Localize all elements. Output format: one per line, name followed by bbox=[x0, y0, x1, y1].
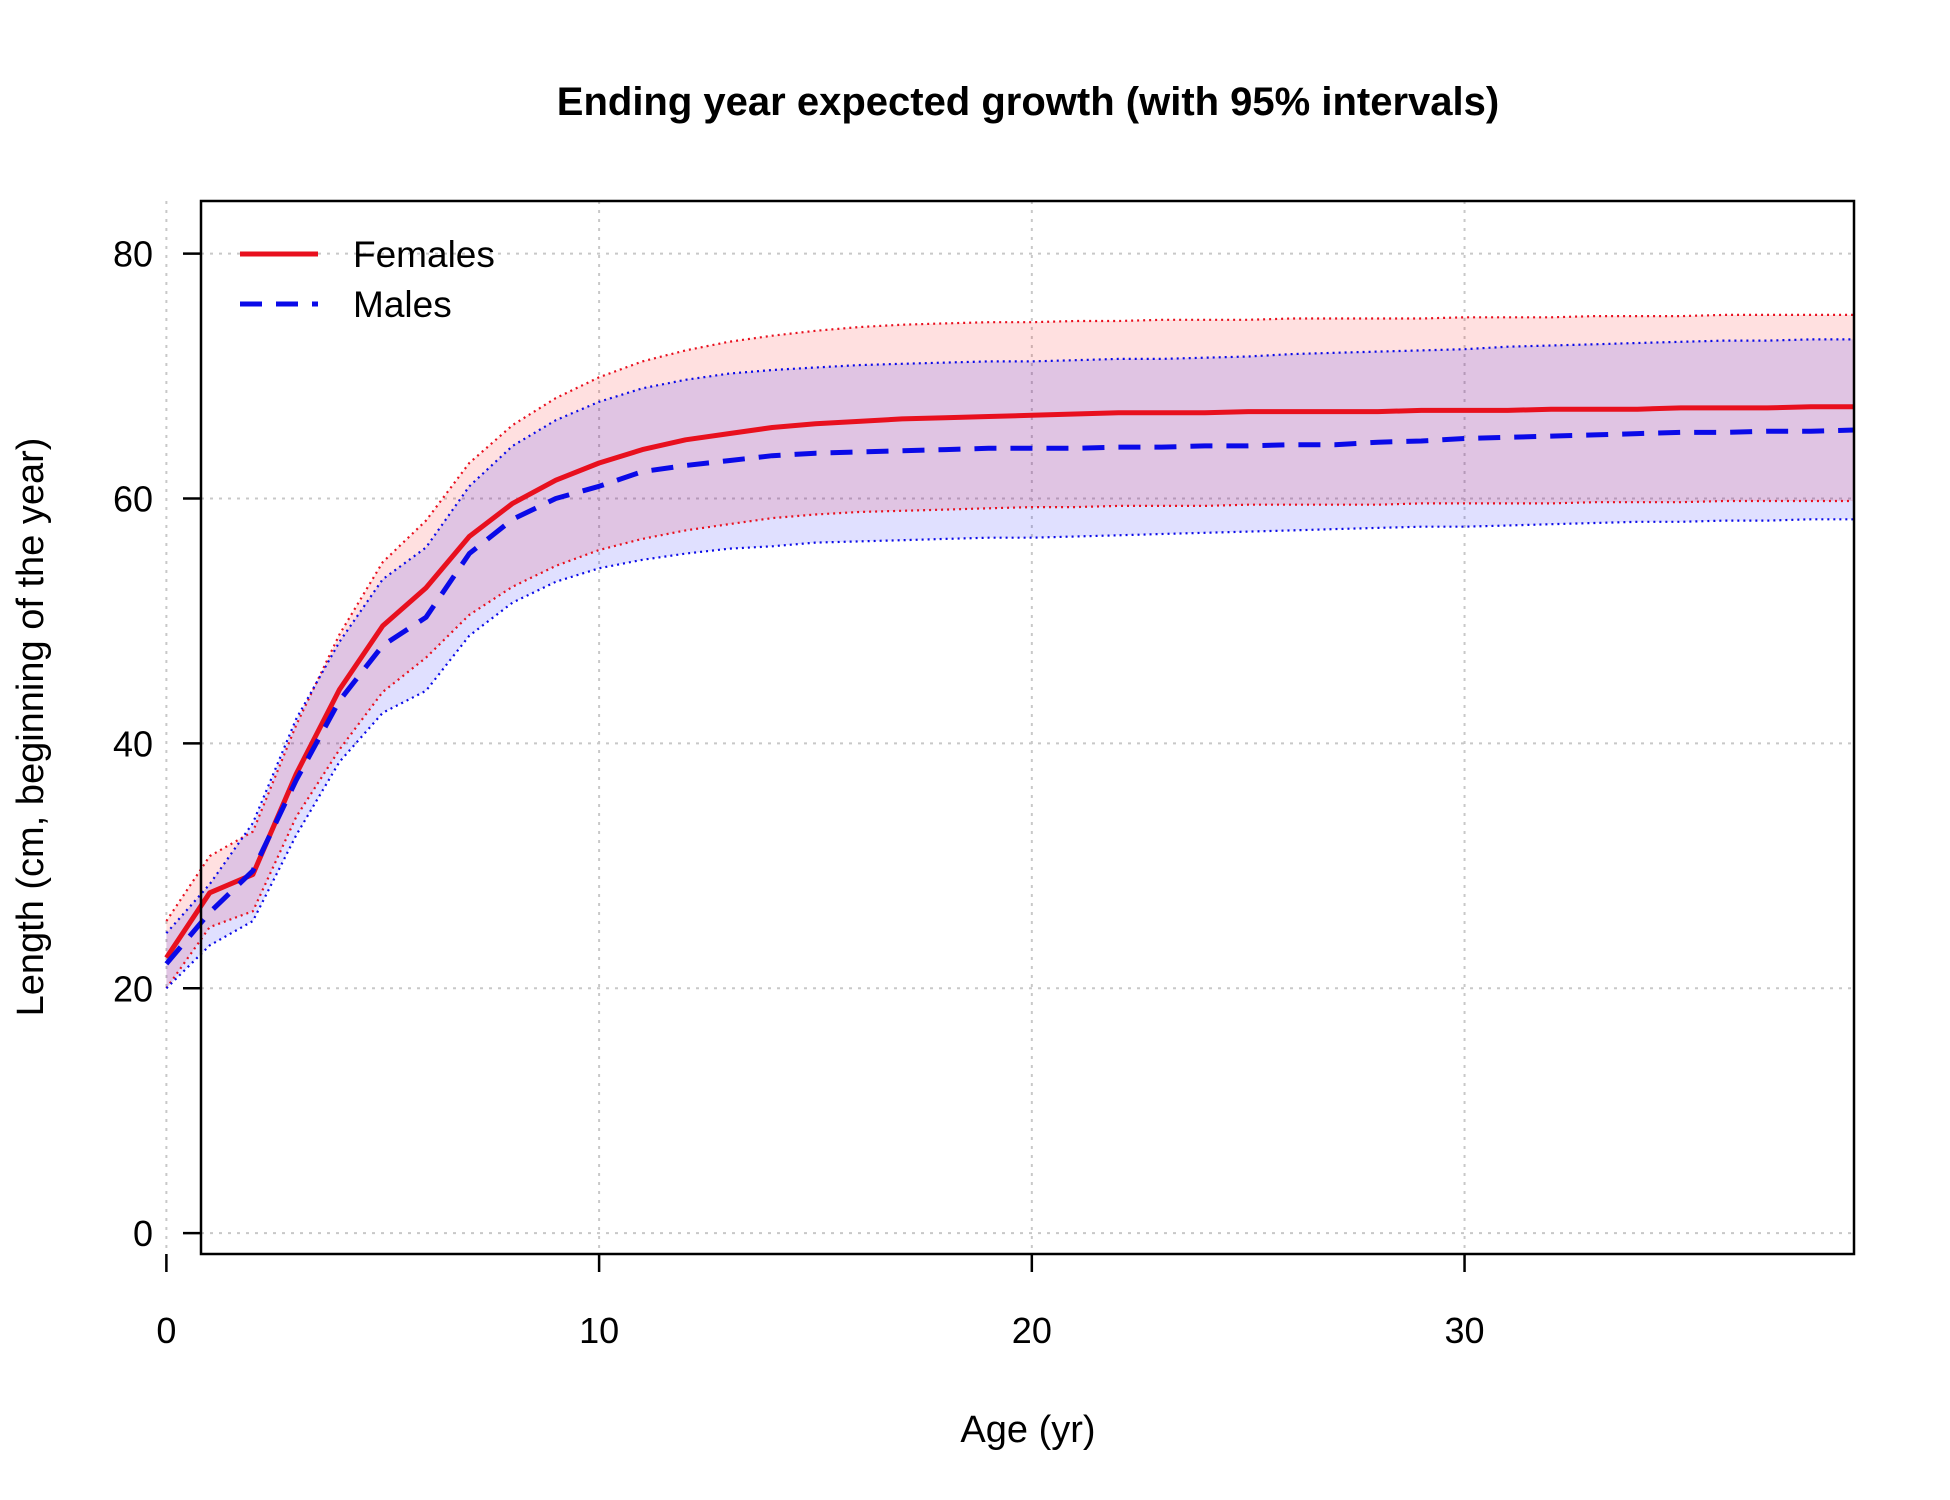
legend: Females Males bbox=[240, 234, 495, 325]
grid bbox=[165, 201, 1854, 1254]
band-males bbox=[166, 339, 1854, 989]
lower-bound-females bbox=[165, 499, 1854, 989]
legend-label-females: Females bbox=[353, 234, 495, 275]
y-tick-label: 20 bbox=[113, 968, 153, 1009]
y-tick-label: 40 bbox=[113, 723, 153, 764]
series-line-males bbox=[164, 427, 1855, 966]
y-tick-label: 60 bbox=[113, 479, 153, 520]
x-tick-label: 30 bbox=[1445, 1310, 1485, 1351]
legend-label-males: Males bbox=[353, 284, 452, 325]
x-tick-label: 20 bbox=[1012, 1310, 1052, 1351]
interval-bounds bbox=[165, 313, 1854, 990]
interval-bands bbox=[166, 314, 1854, 989]
plot-frame bbox=[199, 199, 1856, 1256]
x-axis-label: Age (yr) bbox=[960, 1409, 1095, 1451]
chart-title: Ending year expected growth (with 95% in… bbox=[557, 80, 1499, 124]
upper-bound-males bbox=[165, 338, 1854, 934]
x-tick-label: 10 bbox=[579, 1310, 619, 1351]
band-females bbox=[166, 314, 1854, 989]
y-axis-label: Length (cm, beginning of the year) bbox=[10, 438, 52, 1017]
axes: 0 10 20 30 0 20 40 60 80 bbox=[113, 234, 1485, 1351]
y-tick-label: 0 bbox=[133, 1213, 153, 1254]
x-tick-label: 0 bbox=[156, 1310, 176, 1351]
series-line-females bbox=[164, 404, 1854, 960]
upper-bound-females bbox=[165, 313, 1854, 922]
series-lines bbox=[164, 404, 1855, 966]
y-tick-label: 80 bbox=[113, 234, 153, 275]
